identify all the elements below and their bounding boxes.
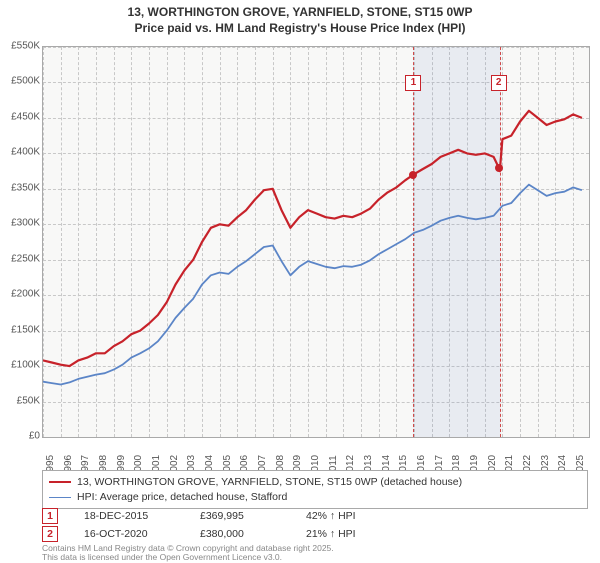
sale-delta-2: 21% ↑ HPI bbox=[306, 528, 386, 540]
sale-marker-box-2: 2 bbox=[491, 75, 507, 91]
legend-swatch-hpi bbox=[49, 497, 71, 498]
y-tick-label: £500K bbox=[0, 76, 40, 87]
sale-delta-1: 42% ↑ HPI bbox=[306, 510, 386, 522]
legend-row-1: 13, WORTHINGTON GROVE, YARNFIELD, STONE,… bbox=[49, 475, 581, 490]
legend-label-property: 13, WORTHINGTON GROVE, YARNFIELD, STONE,… bbox=[77, 475, 462, 490]
sale-dot-2 bbox=[495, 164, 503, 172]
sale-dot-1 bbox=[409, 171, 417, 179]
sale-price-1: £369,995 bbox=[200, 510, 280, 522]
sale-marker-box-1: 1 bbox=[405, 75, 421, 91]
sale-markers-table: 1 18-DEC-2015 £369,995 42% ↑ HPI 2 16-OC… bbox=[42, 508, 386, 544]
y-tick-label: £200K bbox=[0, 289, 40, 300]
y-tick-label: £550K bbox=[0, 41, 40, 52]
legend-swatch-property bbox=[49, 481, 71, 483]
sale-row-2: 2 16-OCT-2020 £380,000 21% ↑ HPI bbox=[42, 526, 386, 542]
y-tick-label: £450K bbox=[0, 111, 40, 122]
legend-row-2: HPI: Average price, detached house, Staf… bbox=[49, 490, 581, 505]
series-line-property bbox=[43, 111, 582, 366]
y-tick-label: £300K bbox=[0, 218, 40, 229]
y-tick-label: £150K bbox=[0, 324, 40, 335]
line-chart-svg bbox=[43, 47, 589, 437]
sale-idx-1: 1 bbox=[42, 508, 58, 524]
legend-label-hpi: HPI: Average price, detached house, Staf… bbox=[77, 490, 287, 505]
y-tick-label: £350K bbox=[0, 182, 40, 193]
y-tick-label: £50K bbox=[0, 395, 40, 406]
legend-box: 13, WORTHINGTON GROVE, YARNFIELD, STONE,… bbox=[42, 470, 588, 509]
y-tick-label: £100K bbox=[0, 360, 40, 371]
sale-date-1: 18-DEC-2015 bbox=[84, 510, 174, 522]
y-tick-label: £250K bbox=[0, 253, 40, 264]
y-tick-label: £0 bbox=[0, 431, 40, 442]
sale-idx-2: 2 bbox=[42, 526, 58, 542]
chart-title-block: 13, WORTHINGTON GROVE, YARNFIELD, STONE,… bbox=[0, 0, 600, 36]
plot-area: 12 bbox=[42, 46, 590, 438]
title-line-2: Price paid vs. HM Land Registry's House … bbox=[0, 20, 600, 36]
series-line-hpi bbox=[43, 185, 582, 385]
chart-container: 13, WORTHINGTON GROVE, YARNFIELD, STONE,… bbox=[0, 0, 600, 560]
sale-row-1: 1 18-DEC-2015 £369,995 42% ↑ HPI bbox=[42, 508, 386, 524]
sale-price-2: £380,000 bbox=[200, 528, 280, 540]
title-line-1: 13, WORTHINGTON GROVE, YARNFIELD, STONE,… bbox=[0, 4, 600, 20]
sale-date-2: 16-OCT-2020 bbox=[84, 528, 174, 540]
y-tick-label: £400K bbox=[0, 147, 40, 158]
